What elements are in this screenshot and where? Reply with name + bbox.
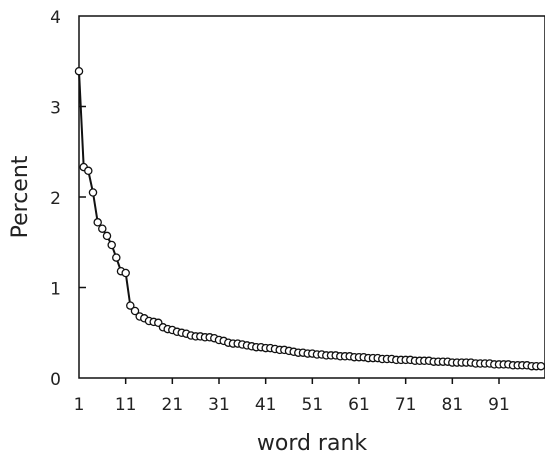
- y-tick-label: 2: [50, 189, 61, 209]
- x-axis-ticks: 1 11 21 31 41 51 61 71 81 91: [74, 378, 510, 415]
- data-point: [126, 301, 135, 310]
- y-tick-label: 0: [50, 370, 61, 390]
- y-axis-label: Percent: [8, 155, 33, 238]
- x-tick-label: 81: [442, 395, 464, 415]
- data-point: [98, 224, 107, 233]
- x-tick-label: 31: [208, 395, 230, 415]
- x-tick-label: 91: [488, 395, 510, 415]
- x-tick-label: 11: [115, 395, 137, 415]
- data-point: [121, 268, 130, 278]
- data-point: [107, 240, 116, 250]
- y-axis-ticks: 0 1 2 3 4: [50, 8, 86, 390]
- data-point: [93, 218, 102, 227]
- x-tick-label: 51: [302, 395, 324, 415]
- data-point: [74, 66, 84, 76]
- data-point: [112, 253, 121, 262]
- x-axis-label: word rank: [257, 431, 368, 456]
- data-point: [102, 231, 112, 241]
- x-tick-label: 71: [395, 395, 417, 415]
- series-points: [74, 66, 545, 371]
- x-tick-label: 41: [255, 395, 277, 415]
- data-point: [536, 361, 545, 371]
- data-point: [84, 166, 93, 176]
- y-tick-label: 4: [50, 8, 61, 28]
- x-tick-label: 61: [348, 395, 370, 415]
- data-point: [130, 306, 140, 316]
- y-tick-label: 3: [50, 99, 61, 119]
- data-point: [88, 188, 98, 197]
- x-tick-label: 21: [162, 395, 184, 415]
- y-tick-label: 1: [50, 280, 61, 300]
- x-tick-label: 1: [74, 395, 85, 415]
